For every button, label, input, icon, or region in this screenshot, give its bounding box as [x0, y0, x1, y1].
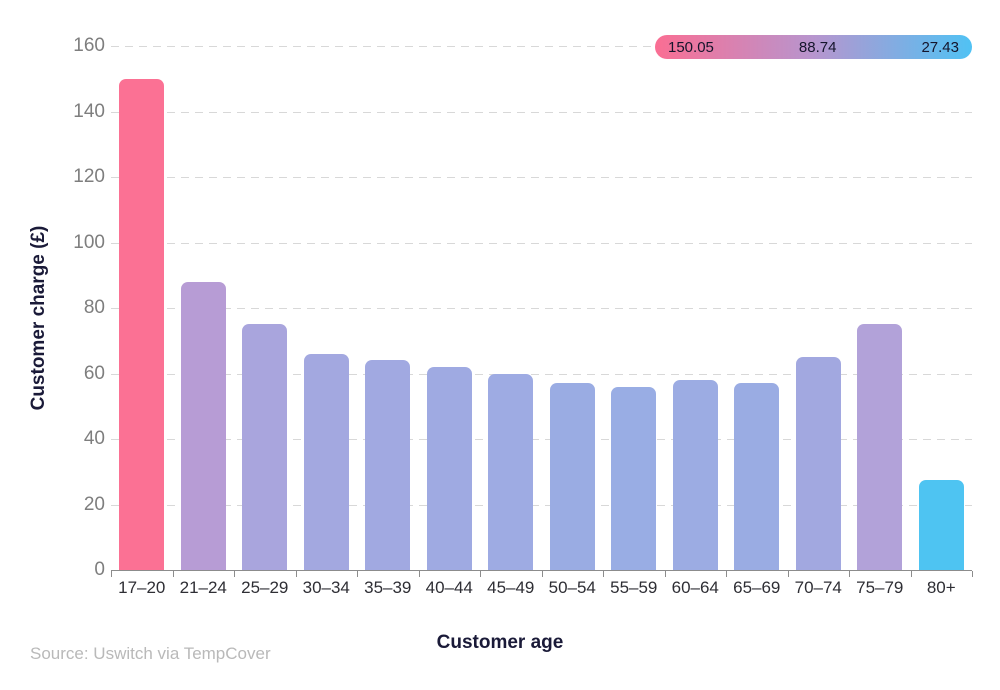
x-tick-mark [418, 571, 420, 577]
x-category-label: 45–49 [487, 578, 535, 597]
plot-area [111, 46, 973, 577]
x-category-label: 55–59 [610, 578, 658, 597]
x-tick-mark [295, 571, 297, 577]
x-category-label: 21–24 [179, 578, 227, 597]
x-tick-mark [910, 571, 912, 577]
source-note: Source: Uswitch via TempCover [30, 644, 271, 663]
bar-40-44 [426, 366, 472, 570]
y-tick-label-20: 20 [83, 493, 105, 515]
gridline-120 [111, 177, 972, 178]
gridline-40 [111, 439, 972, 440]
y-axis-title: Customer charge (£) [28, 225, 49, 411]
x-tick-mark [234, 571, 235, 577]
y-tick-label-0: 0 [94, 559, 105, 580]
x-tick-mark [972, 571, 973, 577]
legend-min-value: 27.43 [921, 38, 959, 56]
x-axis-title: Customer age [436, 632, 564, 653]
bar-50-54 [549, 383, 595, 570]
x-category-label: 35–39 [364, 578, 412, 597]
y-tick-label-80: 80 [83, 297, 105, 318]
x-tick-mark [726, 571, 727, 577]
x-tick-mark [541, 571, 543, 577]
bar-70-74 [795, 357, 841, 570]
gridline-80 [111, 308, 972, 309]
x-tick-mark [787, 571, 789, 577]
x-tick-mark [172, 571, 174, 577]
x-category-label: 65–69 [733, 578, 781, 597]
y-tick-label-140: 140 [73, 100, 105, 122]
bar-55-59 [611, 386, 657, 570]
color-scale-legend: 150.05 88.74 27.43 [655, 35, 972, 59]
x-tick-mark [664, 571, 666, 577]
bar-17-20 [119, 78, 165, 570]
x-category-label: 75–79 [856, 578, 904, 597]
x-tick-mark [480, 571, 481, 577]
y-tick-label-60: 60 [83, 362, 105, 384]
x-category-label: 40–44 [425, 578, 473, 597]
bar-80plus [918, 480, 964, 570]
x-category-label: 60–64 [671, 578, 719, 597]
gridline-140 [111, 111, 972, 113]
x-category-label: 80+ [926, 578, 956, 597]
y-tick-label-160: 160 [73, 35, 105, 56]
bar-45-49 [488, 373, 534, 570]
gridline-20 [111, 504, 972, 506]
bar-35-39 [365, 360, 411, 570]
x-tick-mark [849, 571, 850, 577]
y-tick-label-120: 120 [73, 166, 105, 187]
bar-60-64 [672, 380, 718, 570]
x-tick-mark [357, 571, 358, 577]
x-tick-mark [603, 571, 604, 577]
bar-30-34 [303, 353, 349, 570]
x-category-label: 30–34 [302, 578, 350, 597]
legend-mid-value: 88.74 [798, 38, 837, 56]
x-axis-line [111, 570, 972, 571]
bar-25-29 [242, 324, 288, 570]
x-category-label: 17–20 [118, 578, 166, 597]
bar-65-69 [734, 383, 780, 570]
x-tick-mark [111, 571, 112, 577]
gridline-100 [111, 242, 972, 244]
legend-max-value: 150.05 [668, 38, 714, 56]
x-category-label: 50–54 [548, 578, 596, 597]
gridline-160 [111, 46, 972, 47]
bar-21-24 [180, 281, 226, 570]
gridline-60 [111, 373, 972, 375]
x-category-label: 25–29 [241, 578, 289, 597]
bar-75-79 [857, 324, 903, 570]
y-tick-label-100: 100 [73, 231, 105, 253]
y-tick-label-40: 40 [83, 428, 105, 449]
x-category-label: 70–74 [794, 578, 842, 597]
